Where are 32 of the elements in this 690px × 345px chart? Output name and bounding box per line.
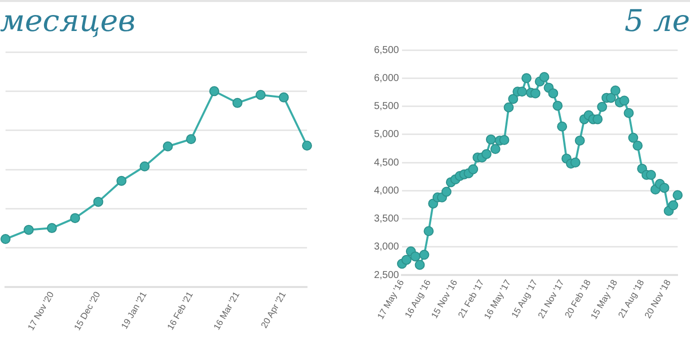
point	[0, 234, 10, 244]
y-tick-label: 5,500	[374, 101, 400, 112]
x-tick-label: 20 Feb '18	[562, 278, 593, 320]
x-tick-label: 16 Feb '21	[165, 290, 195, 332]
y-tick-label: 3,500	[374, 214, 400, 224]
y-tick-label: 3,000	[374, 242, 400, 253]
y-tick-label: 6,000	[374, 72, 400, 84]
y-tick-label: 4,000	[374, 185, 400, 196]
y-tick-label: 2,500	[374, 270, 400, 281]
x-tick-label: 19 Jan '21	[119, 290, 149, 331]
point	[302, 140, 312, 151]
chart-title: 5 ле	[624, 4, 690, 39]
point	[46, 223, 57, 234]
point	[162, 141, 173, 152]
point	[256, 90, 266, 100]
y-tick-label: 5,000	[374, 129, 400, 140]
chart-title: месяцев	[0, 4, 136, 39]
y-tick-label: 4,500	[374, 157, 400, 168]
point	[93, 196, 104, 207]
point	[140, 161, 150, 172]
point	[70, 213, 80, 224]
x-tick-label: 21 Feb '17	[456, 278, 486, 320]
y-tick-label: 6,500	[374, 44, 400, 56]
point	[232, 98, 242, 108]
point	[186, 134, 196, 144]
point	[278, 92, 289, 102]
point	[209, 86, 220, 96]
point	[24, 224, 34, 235]
x-tick-label: 20 Apr '21	[258, 290, 288, 330]
point	[116, 176, 126, 186]
x-tick-label: 15 Dec '20	[72, 290, 102, 332]
x-tick-label: 16 Mar '21	[212, 290, 242, 332]
